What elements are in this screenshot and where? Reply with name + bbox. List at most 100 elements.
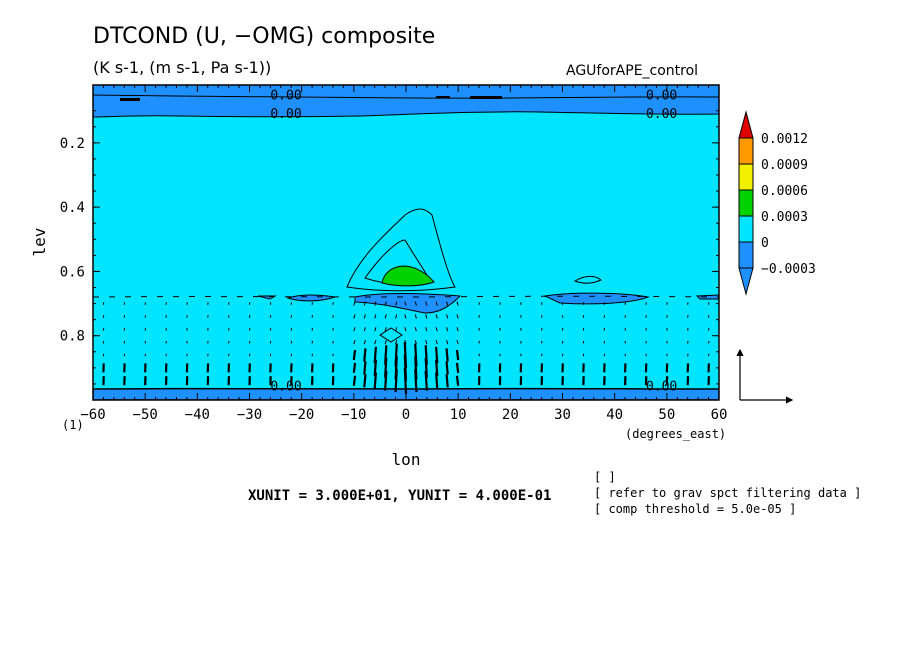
- contour-label: 0.00: [270, 89, 301, 104]
- wind-vector: [395, 327, 398, 332]
- wind-vector: [445, 361, 449, 375]
- colorbar-label: 0.0012: [761, 132, 808, 147]
- wind-vector: [404, 327, 407, 332]
- vector-unit-text: XUNIT = 3.000E+01, YUNIT = 4.000E-01: [248, 488, 552, 504]
- chart-title: DTCOND (U, −OMG) composite: [93, 24, 436, 49]
- shaded-field: 0.00 0.00 0.00 0.00 0.00 0.00: [93, 85, 719, 400]
- note-empty: [ ]: [594, 470, 616, 484]
- contour-labels: 0.00 0.00 0.00 0.00 0.00 0.00: [270, 89, 677, 395]
- x-tick-label: −40: [185, 407, 210, 423]
- y-tick-label: 0.2: [60, 136, 85, 152]
- wind-vector: [435, 301, 438, 306]
- x-tick-label: −10: [341, 407, 366, 423]
- wind-vector: [435, 372, 439, 389]
- y-axis-label: lev: [30, 228, 49, 257]
- wind-vector: [374, 301, 377, 306]
- experiment-name: AGUforAPE_control: [566, 63, 699, 79]
- x-tick-label: 40: [606, 407, 623, 423]
- wind-vector: [424, 370, 428, 391]
- y-axis-origin-label: (1): [62, 418, 84, 432]
- wind-vector: [435, 314, 438, 319]
- small-contour: [379, 327, 403, 343]
- note-threshold: [ comp threshold = 5.0e-05 ]: [594, 502, 797, 516]
- wind-vector: [395, 314, 398, 319]
- wind-vector: [384, 370, 388, 391]
- wind-vector: [455, 362, 460, 373]
- wind-vector: [403, 367, 408, 394]
- wind-vector: [353, 301, 356, 306]
- wind-vector: [414, 369, 418, 393]
- y-tick-label: 0.8: [60, 329, 85, 345]
- x-tick-label: −30: [237, 407, 262, 423]
- contour-line: [93, 295, 719, 298]
- wind-vector: [353, 339, 356, 345]
- wind-vector: [435, 339, 438, 345]
- x-tick-label: 10: [450, 407, 467, 423]
- wind-vector: [374, 339, 377, 345]
- wind-vector: [446, 339, 449, 345]
- wind-vector: [414, 301, 417, 306]
- colorbar-top-triangle: [738, 110, 754, 139]
- wind-vector: [404, 314, 407, 319]
- wind-vector: [456, 339, 459, 345]
- y-tick-label: 0.4: [60, 200, 85, 216]
- wind-vectors: [102, 301, 710, 394]
- wind-vector: [445, 348, 449, 362]
- wind-vector: [353, 314, 356, 319]
- wind-vector: [425, 339, 428, 345]
- wind-vector: [352, 375, 357, 386]
- colorbar-segment: [738, 241, 754, 269]
- y-tick-label: 0.6: [60, 264, 85, 280]
- wind-vector: [425, 301, 428, 306]
- contour-label: 0.00: [646, 89, 677, 104]
- x-tick-label: −60: [80, 407, 105, 423]
- wind-vector: [363, 361, 367, 375]
- colorbar: 0.0012 0.0009 0.0006 0.0003 0 −0.0003: [738, 110, 816, 296]
- wind-vector: [445, 374, 449, 388]
- wind-vector: [384, 314, 387, 319]
- wind-vector: [373, 372, 377, 389]
- upper-band-dash: [470, 96, 502, 99]
- x-tick-label: 0: [402, 407, 410, 423]
- contour-label: 0.00: [270, 380, 301, 395]
- wind-vector: [363, 348, 367, 362]
- wind-vector: [395, 301, 398, 306]
- wind-vector: [384, 301, 387, 306]
- colorbar-segment: [738, 215, 754, 243]
- wind-vector: [446, 327, 449, 332]
- wind-vector: [414, 339, 417, 345]
- colorbar-label: −0.0003: [761, 262, 816, 277]
- wind-vector: [363, 374, 367, 388]
- x-tick-label: 50: [658, 407, 675, 423]
- wind-vector: [404, 301, 407, 306]
- wind-vector: [352, 362, 357, 373]
- contour-label: 0.00: [646, 107, 677, 122]
- x-tick-label: 20: [502, 407, 519, 423]
- x-tick-label: 30: [554, 407, 571, 423]
- y-axis: 0.2 0.4 0.6 0.8: [60, 110, 719, 385]
- positive-maximum: [381, 265, 435, 287]
- chart-units: (K s-1, (m s-1, Pa s-1)): [93, 58, 272, 77]
- upper-negative-band: [93, 85, 719, 118]
- wind-vector: [414, 327, 417, 332]
- wind-vector: [425, 327, 428, 332]
- wind-vector: [384, 327, 387, 332]
- x-tick-label: −20: [289, 407, 314, 423]
- x-axis-label: lon: [392, 450, 421, 469]
- wind-vector: [374, 327, 377, 332]
- wind-vector: [353, 327, 356, 332]
- wind-vector: [456, 301, 459, 306]
- colorbar-label: 0.0006: [761, 184, 808, 199]
- wind-vector: [414, 314, 417, 319]
- upper-band-contour: [93, 94, 719, 99]
- wind-vector: [352, 349, 357, 361]
- wind-vector: [374, 314, 377, 319]
- wind-vector: [425, 314, 428, 319]
- colorbar-bottom-triangle: [738, 267, 754, 296]
- wind-vector: [435, 327, 438, 332]
- contour-label: 0.00: [270, 107, 301, 122]
- colorbar-segment: [738, 189, 754, 217]
- vector-reference-arrows: [736, 348, 794, 404]
- upper-band-dash: [436, 96, 450, 98]
